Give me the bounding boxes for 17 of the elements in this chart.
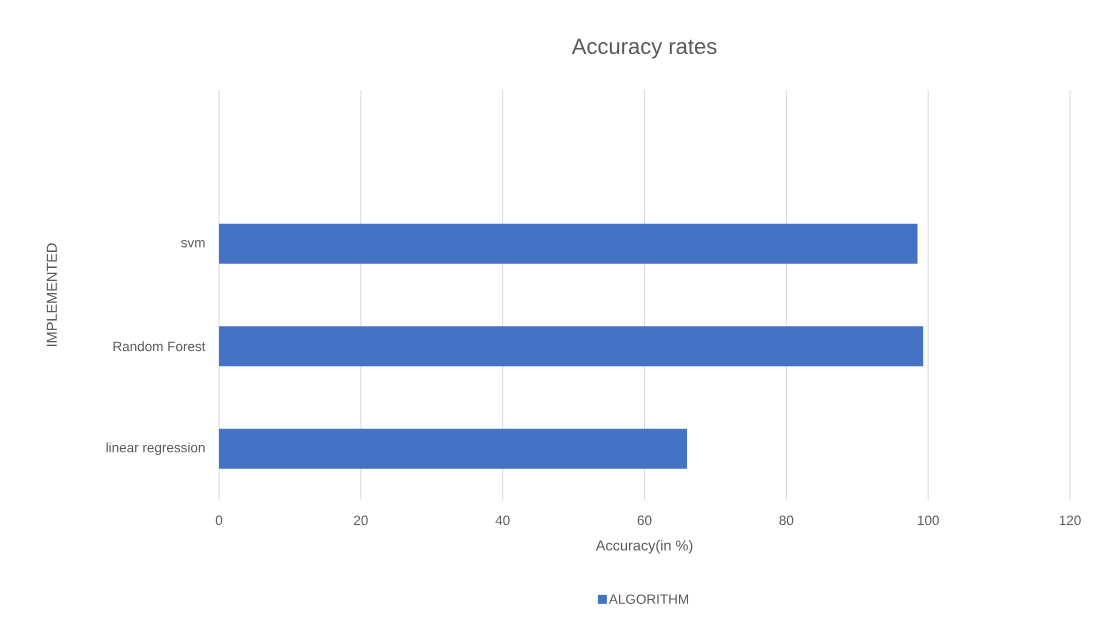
x-tick-label: 100 <box>917 515 939 526</box>
x-tick-label: 60 <box>637 515 652 526</box>
y-tick-label: Random Forest <box>113 341 206 352</box>
bar <box>219 428 688 469</box>
x-tick-label: 80 <box>779 515 794 526</box>
y-axis-title: IMPLEMENTED <box>46 243 57 347</box>
chart-title: Accuracy rates <box>571 38 717 59</box>
x-tick-label: 120 <box>1059 515 1081 526</box>
y-tick-label: linear regression <box>106 442 205 456</box>
bar <box>219 223 918 264</box>
x-tick-label: 40 <box>495 515 510 526</box>
x-tick-label: 20 <box>354 515 368 526</box>
x-tick-label: 0 <box>215 515 223 526</box>
x-axis-title: Accuracy(in %) <box>595 539 693 554</box>
y-tick-label: svm <box>181 240 205 248</box>
legend-label: ALGORITHM <box>608 594 689 604</box>
bar <box>219 326 924 367</box>
